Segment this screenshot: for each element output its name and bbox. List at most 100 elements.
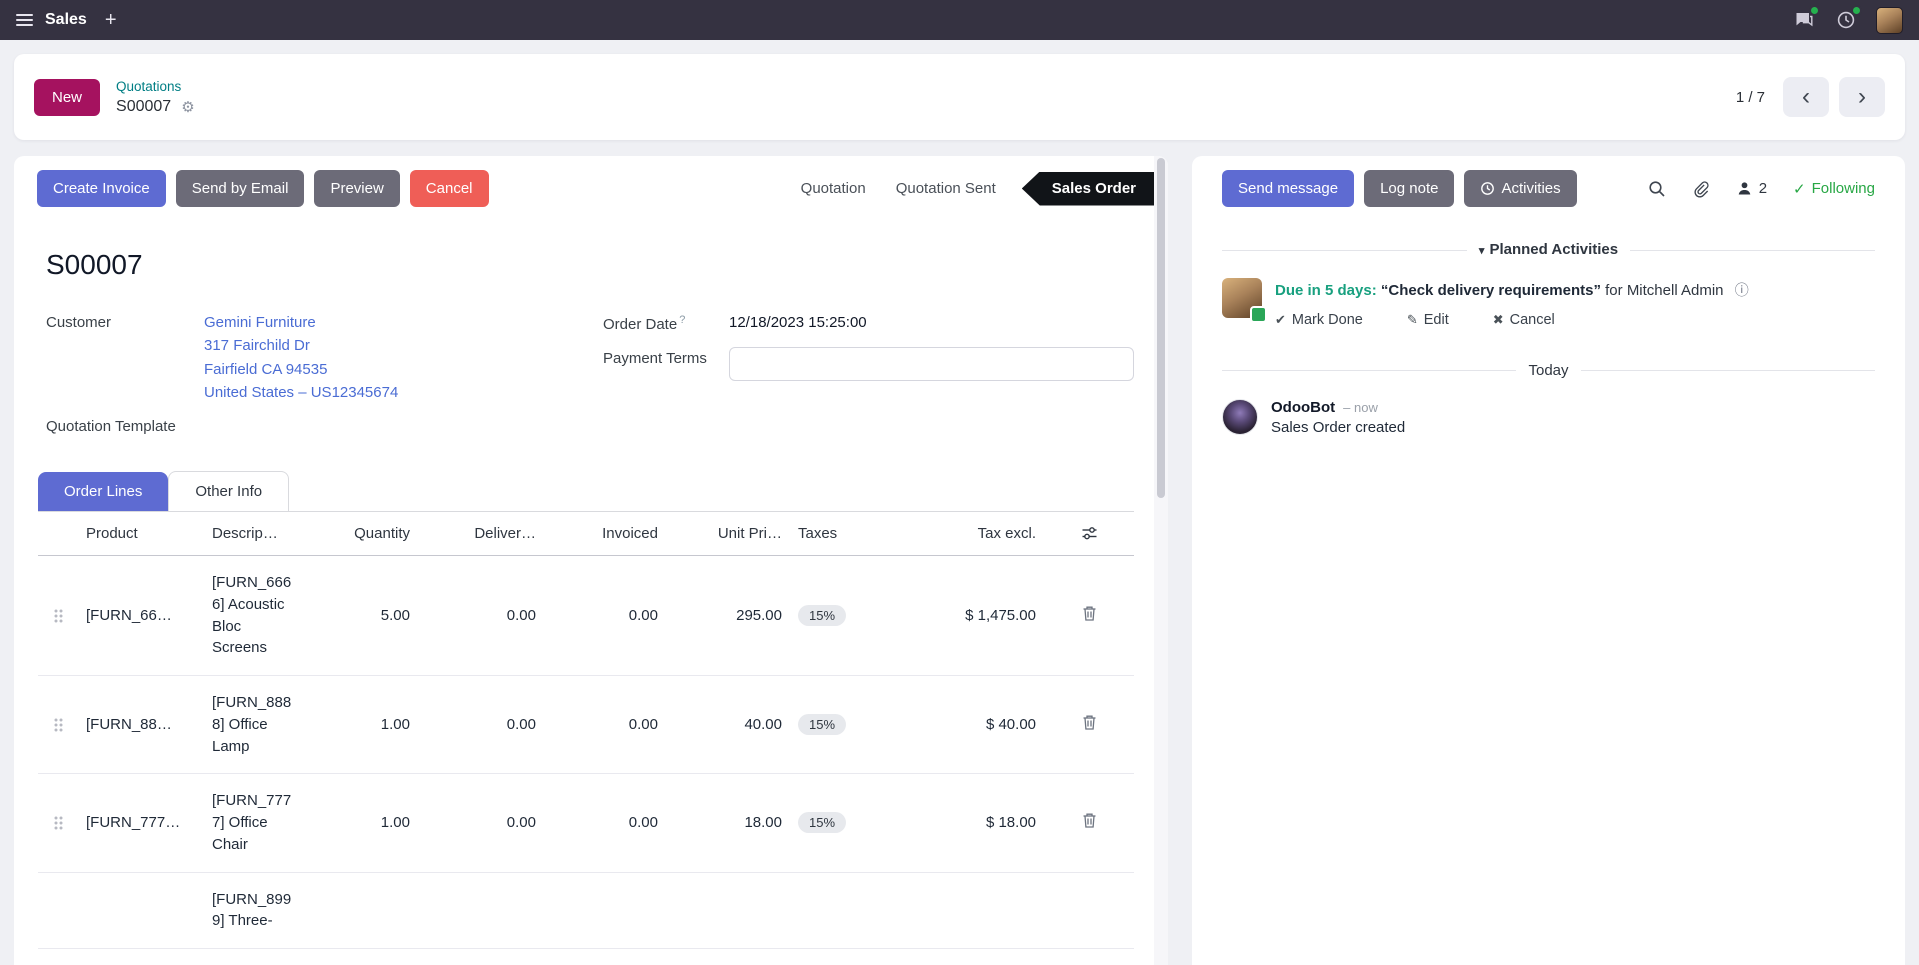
edit-activity-button[interactable]: ✎ Edit (1406, 311, 1449, 328)
cell-unit-price[interactable]: 295.00 (666, 555, 790, 676)
help-icon[interactable]: ? (679, 314, 686, 326)
col-tax-excl[interactable]: Tax excl. (932, 512, 1044, 556)
new-button[interactable]: New (34, 78, 101, 116)
tab-order-lines[interactable]: Order Lines (38, 472, 169, 511)
drag-handle-icon[interactable] (38, 675, 78, 775)
cell-taxes[interactable]: 15% (790, 555, 932, 676)
cancel-activity-button[interactable]: ✖ Cancel (1492, 311, 1555, 328)
cell-description[interactable]: [FURN_7777] Office Chair (204, 773, 306, 873)
check-icon: ✔ (1275, 311, 1286, 327)
user-avatar[interactable] (1876, 6, 1903, 34)
order-date-value[interactable]: 12/18/2023 15:25:00 (729, 314, 867, 331)
table-row[interactable]: [FURN_66… [FURN_6666] Acoustic Bloc Scre… (38, 555, 1134, 676)
search-messages-icon[interactable] (1648, 180, 1666, 198)
delete-row-icon[interactable] (1082, 812, 1097, 829)
mark-done-button[interactable]: ✔ Mark Done (1275, 311, 1363, 328)
chevron-left-icon: ‹ (1802, 83, 1810, 110)
table-row[interactable]: [FURN_777… [FURN_7777] Office Chair 1.00… (38, 773, 1134, 873)
cell-quantity[interactable]: 1.00 (306, 773, 418, 873)
col-description[interactable]: Descrip… (204, 512, 306, 556)
cell-taxes (790, 872, 932, 949)
preview-button[interactable]: Preview (314, 170, 400, 207)
cell-product[interactable]: [FURN_88… (78, 675, 204, 775)
check-icon: ✓ (1793, 180, 1806, 198)
send-by-email-button[interactable]: Send by Email (175, 170, 305, 207)
cell-invoiced: 0.00 (544, 773, 666, 873)
delete-row-icon[interactable] (1082, 605, 1097, 622)
attachment-paperclip-icon[interactable] (1692, 180, 1710, 198)
delete-row-icon[interactable] (1082, 714, 1097, 731)
tab-other-info[interactable]: Other Info (168, 471, 290, 511)
cell-unit-price[interactable]: 18.00 (666, 773, 790, 873)
table-row-partial[interactable]: [FURN_8999] Three- (38, 872, 1134, 949)
cell-product[interactable] (78, 872, 204, 949)
pager-previous-button[interactable]: ‹ (1783, 77, 1829, 117)
new-record-plus-icon[interactable]: + (104, 8, 117, 31)
customer-city-link[interactable]: Fairfield CA 94535 (204, 360, 328, 378)
col-product[interactable]: Product (78, 512, 204, 556)
cell-taxes[interactable]: 15% (790, 675, 932, 775)
gear-icon[interactable]: ⚙ (181, 98, 195, 116)
messages-icon[interactable] (1792, 5, 1820, 32)
cell-quantity (306, 872, 418, 949)
stage-quotation[interactable]: Quotation (800, 180, 866, 197)
stage-sales-order-active[interactable]: Sales Order (1021, 171, 1154, 206)
info-icon[interactable]: ⓘ (1734, 282, 1749, 298)
planned-activities-title[interactable]: ▾ Planned Activities (1466, 241, 1631, 258)
cell-description[interactable]: [FURN_6666] Acoustic Bloc Screens (204, 555, 306, 676)
pager-next-button[interactable]: › (1839, 77, 1885, 117)
cell-taxes[interactable]: 15% (790, 773, 932, 873)
col-invoiced[interactable]: Invoiced (544, 512, 666, 556)
log-note-button[interactable]: Log note (1364, 170, 1455, 207)
today-divider: Today (1222, 361, 1875, 379)
drag-handle-icon[interactable] (38, 773, 78, 873)
form-scrollbar-thumb[interactable] (1157, 158, 1165, 498)
drag-handle-icon[interactable] (38, 555, 78, 676)
activity-avatar (1222, 278, 1267, 323)
stage-quotation-sent[interactable]: Quotation Sent (895, 180, 996, 197)
customer-country-link[interactable]: United States – US12345674 (204, 383, 399, 401)
payment-terms-input[interactable] (729, 347, 1134, 381)
activities-badge (1851, 5, 1862, 16)
customer-name-link[interactable]: Gemini Furniture (204, 314, 316, 331)
notebook: Order Lines Other Info Product Descrip… (38, 471, 1134, 949)
cell-description[interactable]: [FURN_8999] Three- (204, 872, 306, 949)
table-row[interactable]: [FURN_88… [FURN_8888] Office Lamp 1.00 0… (38, 675, 1134, 775)
create-invoice-button[interactable]: Create Invoice (37, 170, 166, 207)
order-lines-table: Product Descrip… Quantity Deliver… Invoi… (38, 512, 1134, 949)
col-unit-price[interactable]: Unit Pri… (666, 512, 790, 556)
cell-tax-excl: $ 1,475.00 (932, 555, 1044, 676)
cell-product[interactable]: [FURN_777… (78, 773, 204, 873)
activities-button[interactable]: Activities (1464, 170, 1577, 207)
col-quantity[interactable]: Quantity (306, 512, 418, 556)
app-name[interactable]: Sales (45, 11, 87, 28)
col-delivered[interactable]: Deliver… (418, 512, 544, 556)
following-button[interactable]: ✓ Following (1793, 180, 1875, 198)
send-message-button[interactable]: Send message (1222, 170, 1355, 207)
cell-quantity[interactable]: 5.00 (306, 555, 418, 676)
activities-clock-icon[interactable] (1834, 5, 1862, 32)
form-scrollbar[interactable] (1154, 156, 1168, 965)
cell-tax-excl: $ 18.00 (932, 773, 1044, 873)
page-title: S00007 (46, 249, 143, 280)
hamburger-menu-icon[interactable] (16, 14, 33, 26)
sale-order-form: Create Invoice Send by Email Preview Can… (14, 156, 1168, 965)
activity-item: Due in 5 days: “Check delivery requireme… (1222, 278, 1875, 328)
cancel-button[interactable]: Cancel (409, 170, 489, 207)
cell-unit-price[interactable]: 40.00 (666, 675, 790, 775)
quotation-template-label: Quotation Template (46, 418, 176, 435)
col-taxes[interactable]: Taxes (790, 512, 932, 556)
activity-type-badge (1250, 306, 1267, 323)
payment-terms-label: Payment Terms (603, 350, 707, 367)
optional-columns-icon[interactable] (1044, 512, 1134, 556)
cell-quantity[interactable]: 1.00 (306, 675, 418, 775)
cell-invoiced: 0.00 (544, 675, 666, 775)
cell-product[interactable]: [FURN_66… (78, 555, 204, 676)
cell-delivered: 0.00 (418, 675, 544, 775)
message-author[interactable]: OdooBot (1271, 398, 1336, 416)
breadcrumb-quotations-link[interactable]: Quotations (116, 78, 182, 94)
message-body: Sales Order created (1271, 418, 1406, 436)
cell-description[interactable]: [FURN_8888] Office Lamp (204, 675, 306, 775)
customer-street-link[interactable]: 317 Fairchild Dr (204, 337, 310, 355)
followers-button[interactable]: 2 (1736, 180, 1767, 197)
